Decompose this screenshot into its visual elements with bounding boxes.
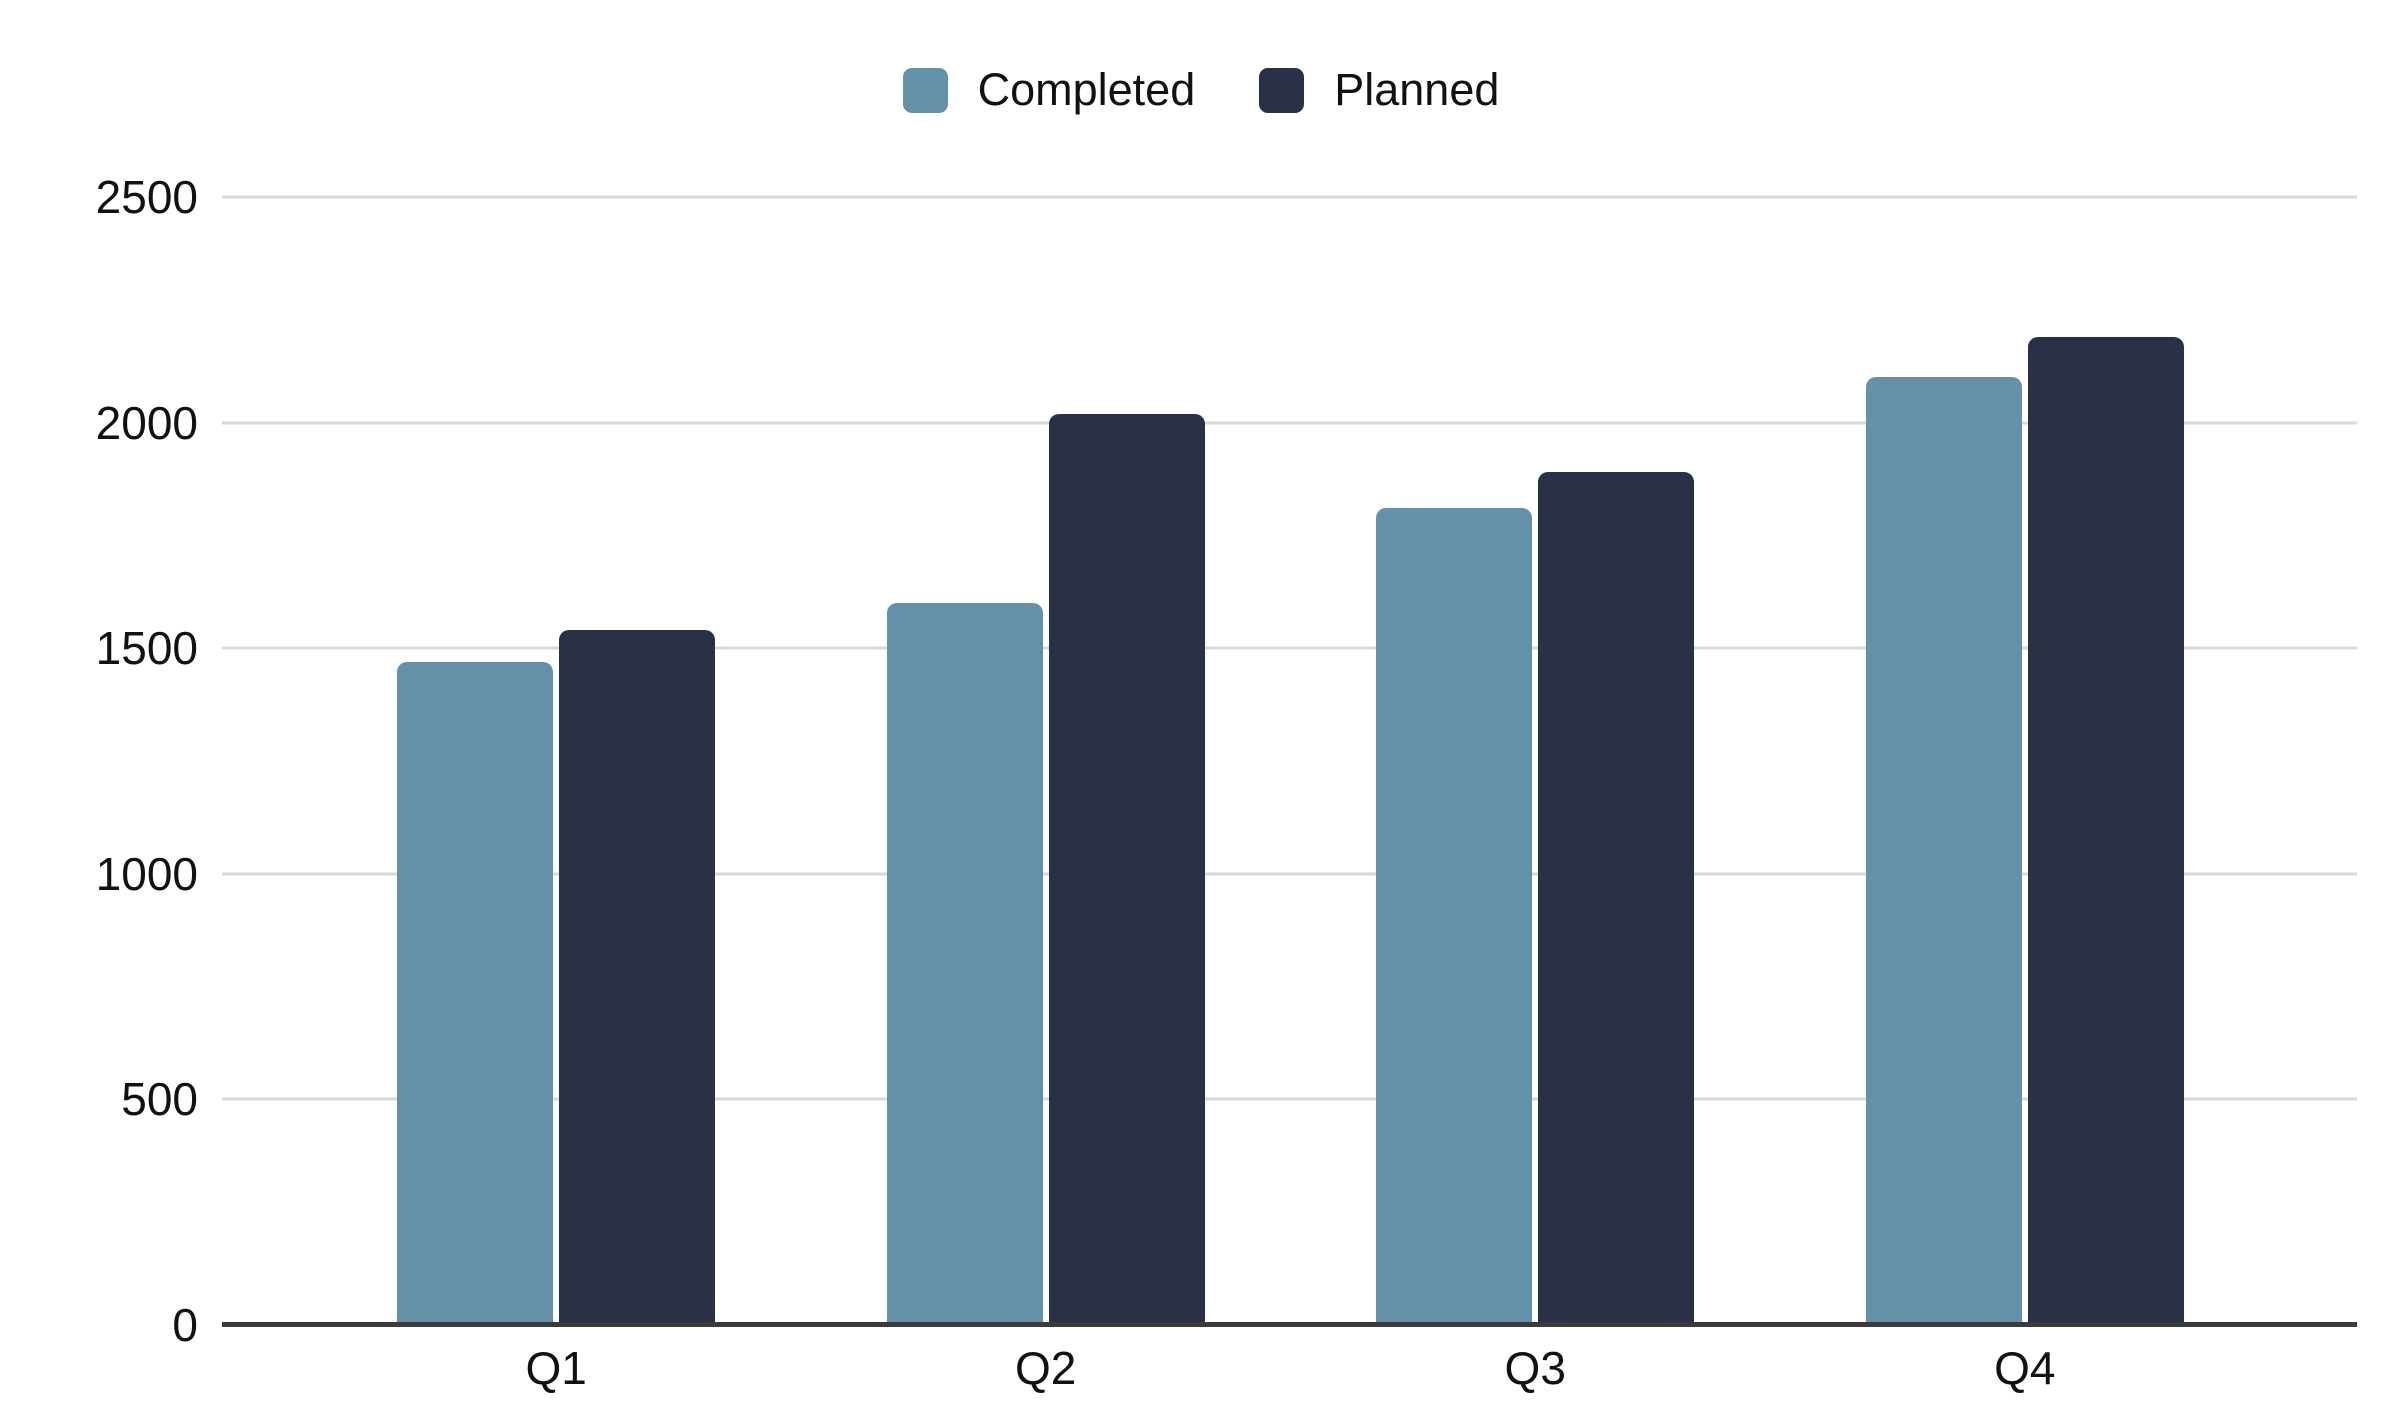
bar-group-q2 bbox=[886, 197, 1205, 1325]
chart-legend: Completed Planned bbox=[0, 64, 2402, 116]
plot-area: 0 500 1000 1500 2000 2500 Q1 Q2 Q3 Q4 bbox=[96, 174, 2357, 1391]
gridline-2000 bbox=[222, 421, 2357, 425]
bar-q1-planned[interactable] bbox=[559, 630, 716, 1325]
gridline-2500 bbox=[222, 195, 2357, 199]
bar-q2-planned[interactable] bbox=[1048, 413, 1205, 1325]
legend-item-completed[interactable]: Completed bbox=[902, 64, 1196, 116]
y-axis-tick-0: 0 bbox=[172, 1299, 198, 1351]
x-axis-label-q3: Q3 bbox=[1504, 1342, 1566, 1394]
bar-q3-planned[interactable] bbox=[1538, 472, 1695, 1325]
legend-swatch-planned-icon bbox=[1259, 67, 1305, 113]
legend-item-planned[interactable]: Planned bbox=[1259, 64, 1499, 116]
legend-swatch-completed-icon bbox=[902, 67, 948, 113]
bar-q4-completed[interactable] bbox=[1865, 377, 2022, 1325]
gridline-1000 bbox=[222, 872, 2357, 876]
bar-group-q4 bbox=[1865, 197, 2184, 1325]
y-axis-tick-500: 500 bbox=[121, 1073, 198, 1126]
x-axis-label-q4: Q4 bbox=[1994, 1342, 2056, 1394]
y-axis-tick-1000: 1000 bbox=[95, 847, 198, 900]
y-axis-tick-2500: 2500 bbox=[95, 171, 198, 223]
legend-label-completed: Completed bbox=[977, 64, 1196, 115]
gridline-1500 bbox=[222, 646, 2357, 650]
legend-label-planned: Planned bbox=[1334, 64, 1500, 115]
x-axis-label-q1: Q1 bbox=[525, 1342, 587, 1394]
bar-q4-planned[interactable] bbox=[2027, 336, 2184, 1325]
bar-q2-completed[interactable] bbox=[886, 603, 1043, 1325]
bar-q3-completed[interactable] bbox=[1376, 508, 1533, 1325]
x-axis-line bbox=[222, 1322, 2357, 1327]
y-axis-tick-1500: 1500 bbox=[95, 622, 198, 675]
y-axis-tick-2000: 2000 bbox=[95, 396, 198, 449]
bar-group-q1 bbox=[397, 197, 716, 1325]
bar-group-q3 bbox=[1376, 197, 1695, 1325]
gridline-500 bbox=[222, 1097, 2357, 1101]
x-axis-label-q2: Q2 bbox=[1014, 1342, 1077, 1394]
bar-q1-completed[interactable] bbox=[397, 661, 554, 1325]
